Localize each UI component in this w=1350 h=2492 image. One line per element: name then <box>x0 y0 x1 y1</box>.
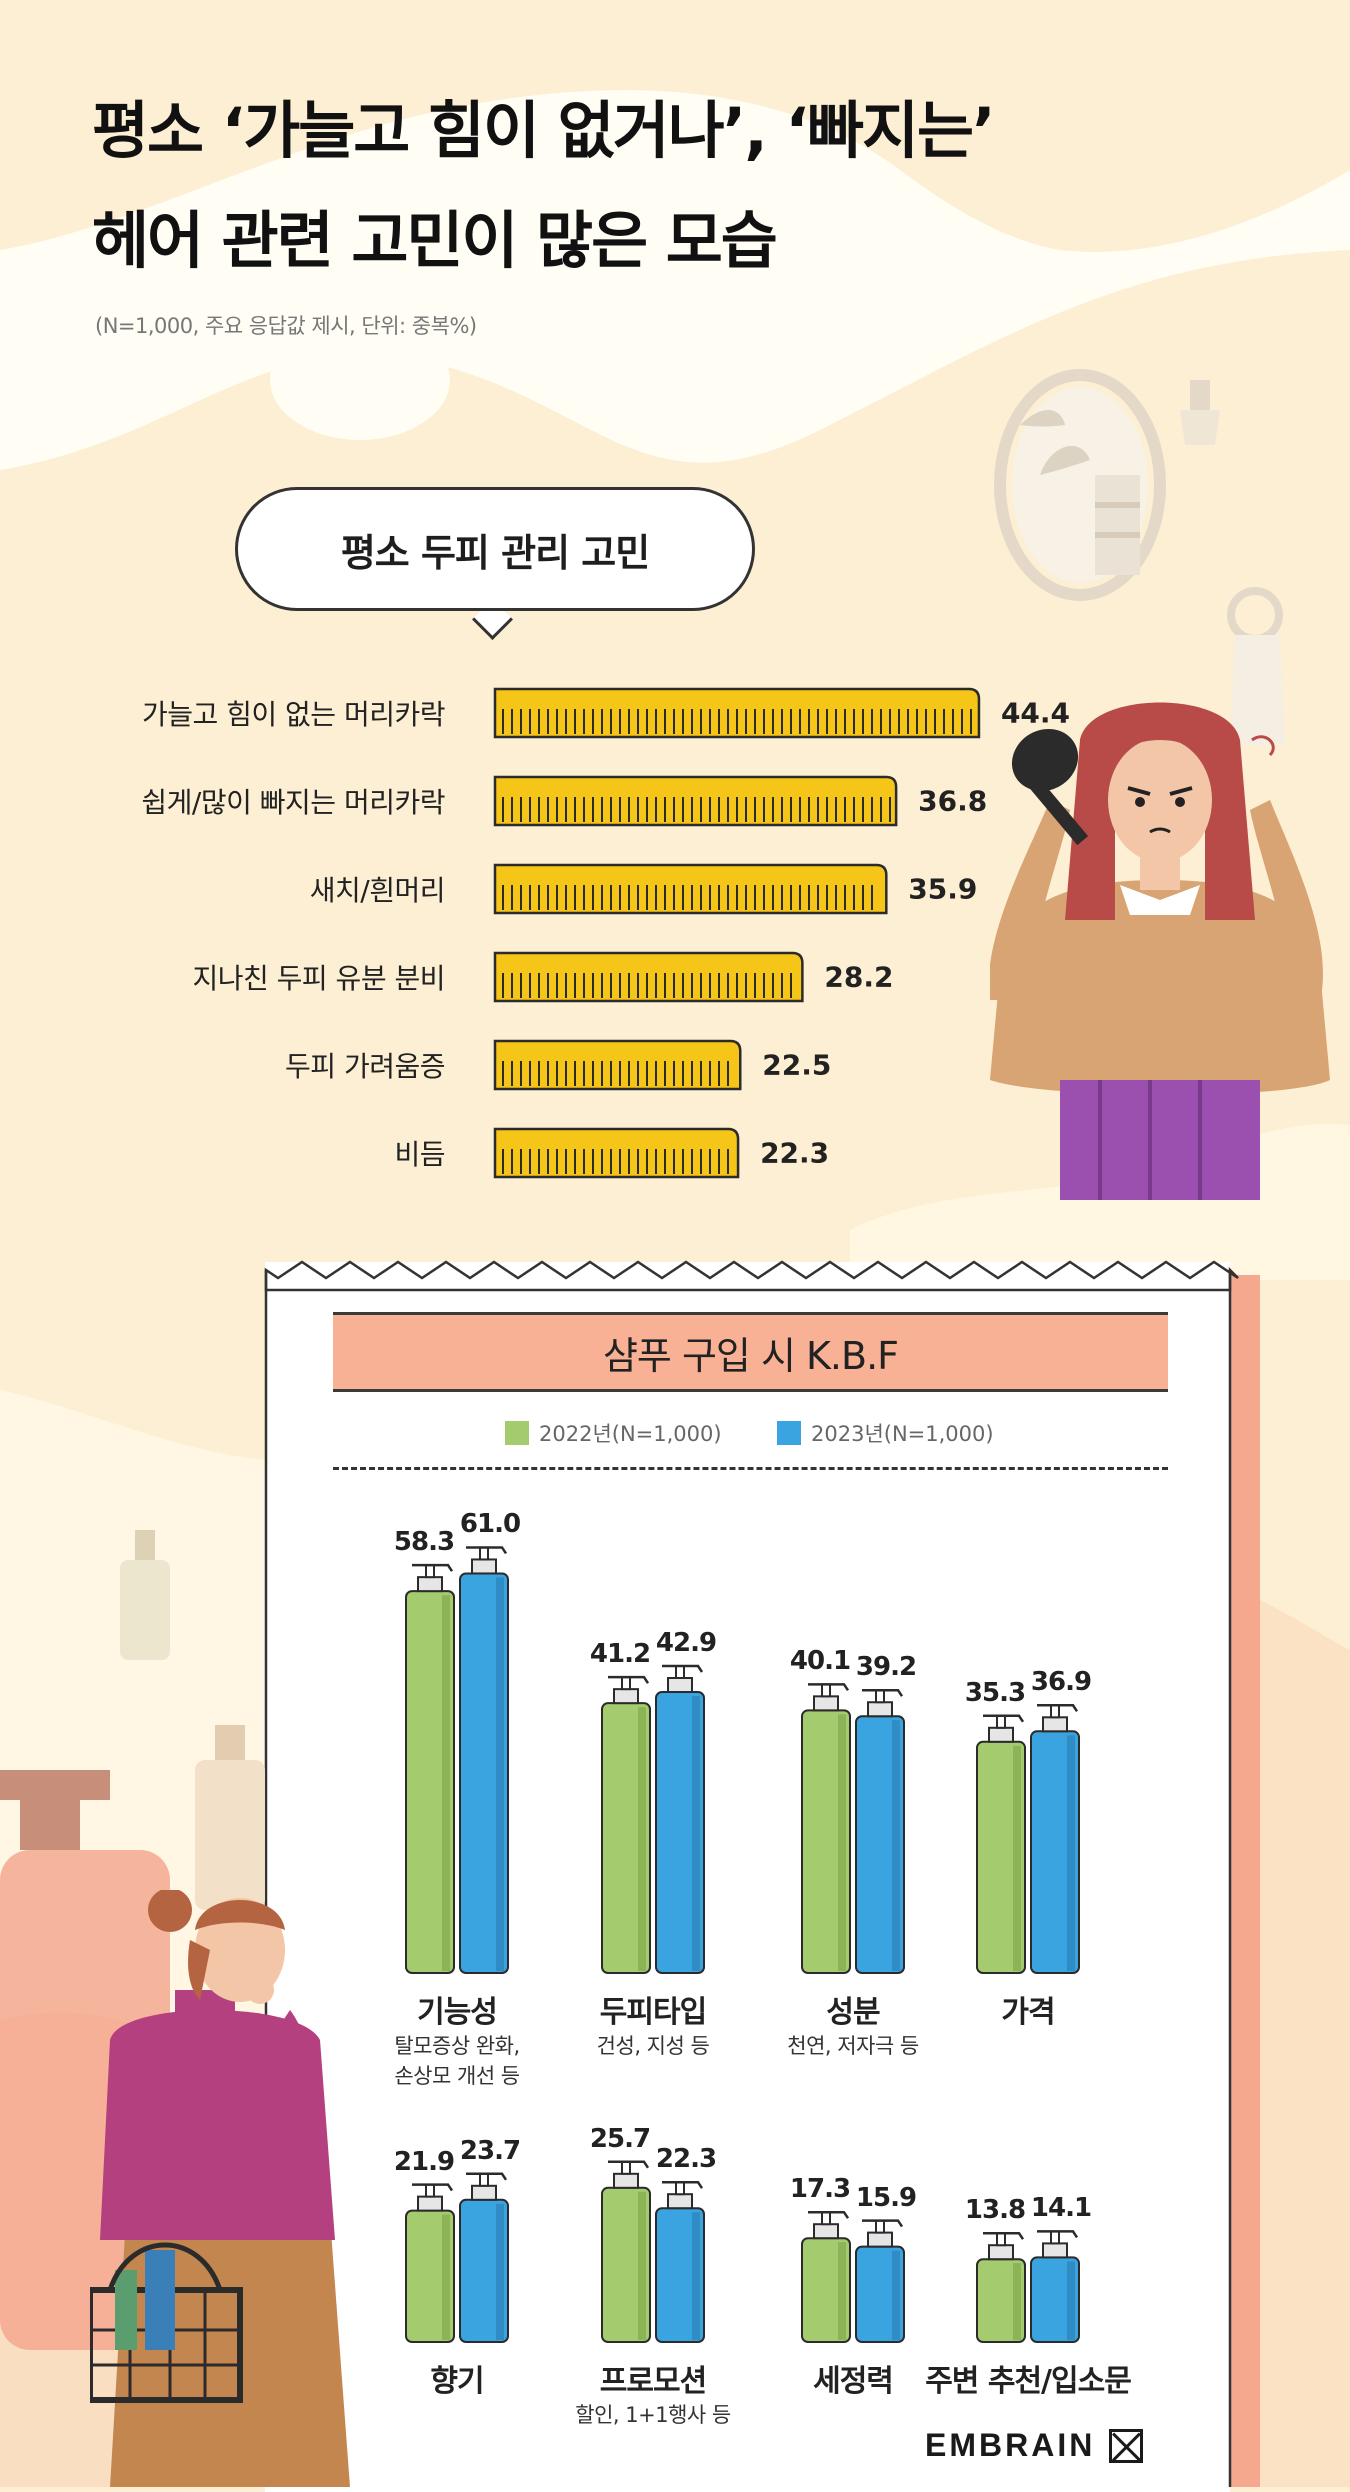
paper-shadow <box>1230 1275 1260 2487</box>
comb-bar-label-4: 두피 가려움증 <box>285 1050 445 1083</box>
bottle-bar-value-0-1: 61.0 <box>459 1509 521 1540</box>
legend-label-2023: 2023년(N=1,000) <box>811 1422 994 1446</box>
category-note-0-0: 탈모증상 완화, <box>394 2034 520 2058</box>
comb-bar-value-4: 22.5 <box>762 1048 832 1082</box>
comb-bar-label-5: 비듬 <box>394 1138 445 1171</box>
bottle-bar-value-0-0: 58.3 <box>393 1527 455 1558</box>
category-note-2-0: 천연, 저자극 등 <box>787 2034 919 2058</box>
embrain-logo-icon <box>1109 2428 1144 2463</box>
comb-bar-value-1: 36.8 <box>918 784 988 818</box>
bottle-bar-value-6-1: 15.9 <box>855 2182 917 2213</box>
category-note-0-1: 손상모 개선 등 <box>394 2064 520 2088</box>
category-label-0: 기능성 <box>417 1995 498 2030</box>
kbf-banner-title: 샴푸 구입 시 K.B.F <box>333 1312 1168 1392</box>
comb-bar-label-1: 쉽게/많이 빠지는 머리카락 <box>141 786 445 819</box>
brand-name: EMBRAIN <box>925 2427 1096 2463</box>
main-title-line1: 평소 ‘가늘고 힘이 없거나’, ‘빠지는’ <box>92 94 996 167</box>
comb-bar-label-2: 새치/흰머리 <box>309 874 446 907</box>
woman-hair-worry-illustration <box>990 702 1330 1200</box>
bottle-bar-value-4-0: 21.9 <box>393 2146 455 2177</box>
bottle-bar-value-1-1: 42.9 <box>655 1628 717 1658</box>
comb-bar-value-0: 44.4 <box>1000 696 1071 730</box>
category-label-1: 두피타입 <box>599 1995 707 2030</box>
brand-logo: EMBRAIN <box>925 2427 1144 2464</box>
comb-bar-label-3: 지나친 두피 유분 분비 <box>192 962 445 995</box>
section-title-bubble: 평소 두피 관리 고민 <box>235 487 755 611</box>
comb-bar-label-0: 가늘고 힘이 없는 머리카락 <box>141 698 446 731</box>
bottle-bar-value-4-1: 23.7 <box>459 2135 521 2166</box>
legend-swatch-2023 <box>777 1421 801 1445</box>
survey-note: (N=1,000, 주요 응답값 제시, 단위: 중복%) <box>95 314 477 338</box>
kbf-paper-card <box>265 1262 1230 2492</box>
legend-divider <box>333 1467 1168 1470</box>
bottle-bar-value-2-0: 40.1 <box>789 1646 851 1677</box>
bottle-bar-value-7-1: 14.1 <box>1030 2193 1092 2224</box>
bottle-bar-value-2-1: 39.2 <box>855 1652 917 1683</box>
bottle-bar-value-6-0: 17.3 <box>789 2174 851 2205</box>
comb-bar-value-3: 28.2 <box>824 960 894 994</box>
bottle-bar-value-5-0: 25.7 <box>589 2123 651 2154</box>
bottle-bar-value-3-0: 35.3 <box>964 1677 1026 1708</box>
shopper-woman-illustration <box>90 1890 350 2487</box>
legend-label-2022: 2022년(N=1,000) <box>539 1422 722 1446</box>
bottle-bar-value-1-0: 41.2 <box>589 1639 651 1670</box>
legend-2023: 2023년(N=1,000) <box>777 1418 994 1448</box>
category-label-6: 세정력 <box>813 2364 894 2399</box>
comb-bar-value-5: 22.3 <box>760 1136 830 1170</box>
bottle-bar-value-3-1: 36.9 <box>1030 1667 1092 1698</box>
bottle-bar-value-5-1: 22.3 <box>655 2144 717 2175</box>
legend-2022: 2022년(N=1,000) <box>505 1418 722 1448</box>
category-label-7: 주변 추천/입소문 <box>925 2364 1132 2399</box>
mirror-illustration <box>994 369 1285 745</box>
main-title-line2: 헤어 관련 고민이 많은 모습 <box>92 204 778 277</box>
category-label-3: 가격 <box>1001 1995 1055 2030</box>
category-note-1-0: 건성, 지성 등 <box>596 2034 710 2058</box>
legend-swatch-2022 <box>505 1421 529 1445</box>
category-label-2: 성분 <box>826 1995 880 2030</box>
category-note-5-0: 할인, 1+1행사 등 <box>575 2403 731 2427</box>
comb-bar-value-2: 35.9 <box>908 872 978 906</box>
category-label-4: 향기 <box>430 2364 484 2399</box>
bottle-bar-value-7-0: 13.8 <box>964 2195 1026 2226</box>
category-label-5: 프로모션 <box>599 2364 707 2399</box>
